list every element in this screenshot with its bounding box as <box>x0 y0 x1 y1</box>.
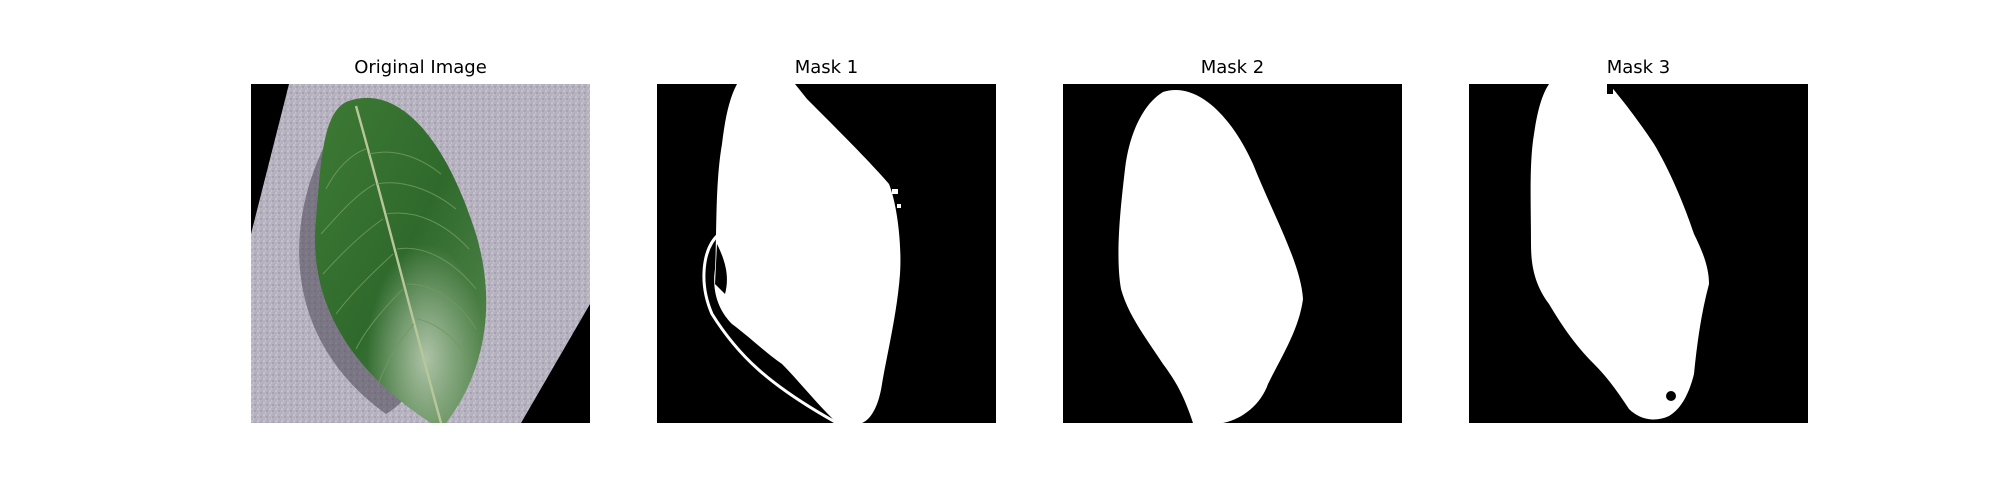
panel-title-original-image: Original Image <box>354 57 487 78</box>
original-leaf-photo <box>251 84 590 423</box>
mask-3-panel: Mask 3 <box>1469 55 1808 427</box>
mask-2-panel: Mask 2 <box>1063 55 1402 427</box>
mask-1-image <box>657 84 996 423</box>
mask-3-image <box>1469 84 1808 423</box>
mask-1-panel: Mask 1 <box>657 55 996 427</box>
mask-2-image <box>1063 84 1402 423</box>
mask-1-region <box>714 84 901 423</box>
mask-3-region <box>1530 84 1709 420</box>
mask-2-region <box>1118 89 1303 423</box>
panel-title-mask-1: Mask 1 <box>794 57 859 78</box>
original-image-panel: Original Image <box>251 55 590 427</box>
panel-title-mask-3: Mask 3 <box>1606 57 1671 78</box>
panel-title-mask-2: Mask 2 <box>1200 57 1265 78</box>
